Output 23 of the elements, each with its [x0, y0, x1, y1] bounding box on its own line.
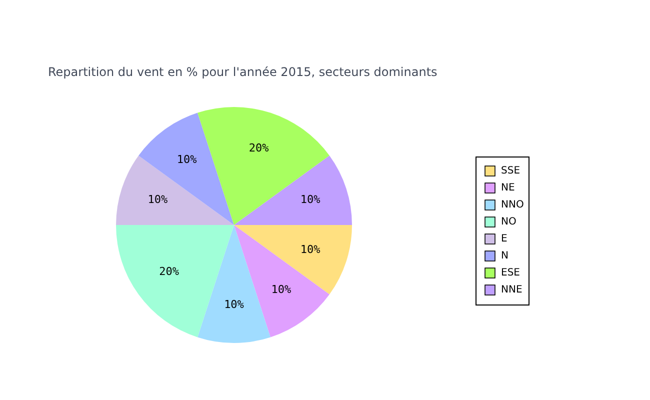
data-label: 20% — [248, 142, 270, 155]
data-label: 10% — [176, 153, 198, 166]
legend-label: N — [501, 250, 508, 262]
chart-title: Repartition du vent en % pour l'année 2015, secteurs dominants — [48, 65, 438, 79]
pie-slice — [198, 225, 270, 343]
pie-slice — [234, 225, 352, 294]
pie-slice — [138, 112, 234, 225]
data-label: 20% — [159, 265, 180, 278]
legend-label: SSE — [501, 166, 520, 177]
pie-slice — [234, 156, 352, 225]
data-label: 10% — [148, 193, 168, 206]
data-label: 10% — [271, 282, 292, 296]
data-label: 10% — [300, 242, 321, 256]
pie-slice — [116, 156, 234, 225]
legend-label: NNE — [501, 284, 522, 296]
legend-label: ESE — [501, 268, 520, 279]
data-label: 10% — [224, 298, 244, 312]
pie-slice — [198, 107, 330, 225]
legend-label: NO — [501, 216, 516, 228]
data-label: 10% — [300, 193, 321, 206]
legend-label: NNO — [501, 200, 524, 211]
legend-label: E — [501, 234, 508, 245]
legend-label: NE — [501, 182, 515, 194]
